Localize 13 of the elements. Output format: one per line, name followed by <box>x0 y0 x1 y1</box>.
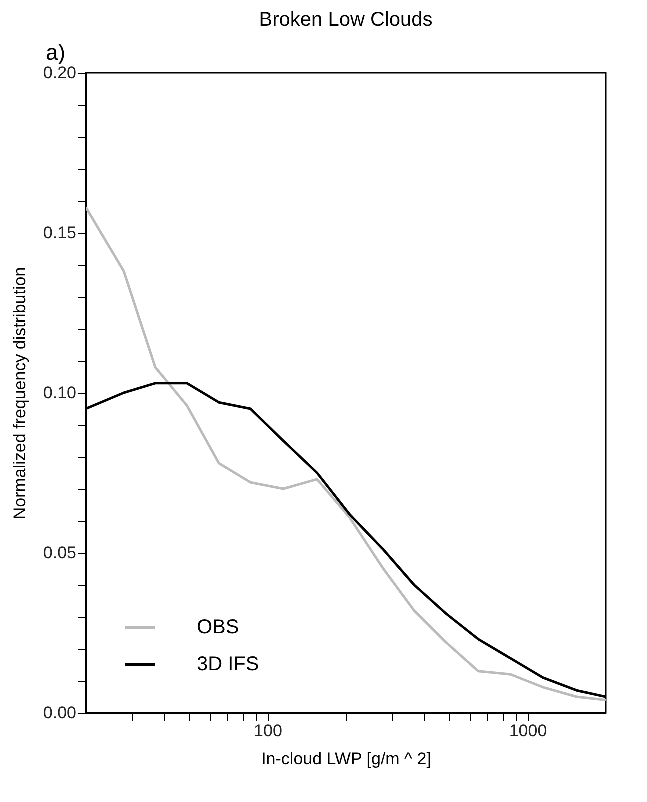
text: a) <box>46 40 66 65</box>
legend-label: 3D IFS <box>197 654 260 676</box>
x-tick-label: 1000 <box>509 722 548 740</box>
y-tick-label: 0.20 <box>43 64 76 82</box>
chart-title: Broken Low Clouds <box>259 9 433 31</box>
y-tick-label: 0.10 <box>43 384 76 402</box>
legend-label: OBS <box>197 616 240 638</box>
x-tick-label: 100 <box>254 722 282 740</box>
y-tick-label: 0.00 <box>43 704 76 722</box>
y-tick-label: 0.15 <box>43 224 76 242</box>
y-tick-label: 0.05 <box>43 544 76 562</box>
y-axis-title: Normalized frequency distribution <box>10 267 30 520</box>
x-axis-title: In-cloud LWP [g/m ^ 2] <box>262 750 432 768</box>
